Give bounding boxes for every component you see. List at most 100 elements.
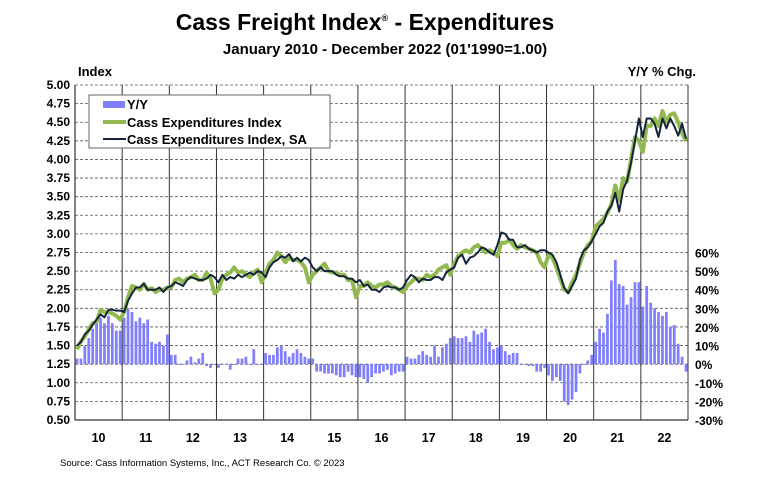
yy-bar xyxy=(625,304,629,365)
yy-bar xyxy=(535,364,539,372)
yy-bar xyxy=(452,336,456,365)
yy-bar xyxy=(327,364,330,374)
yy-bar xyxy=(150,341,154,365)
yy-bar xyxy=(389,364,393,376)
yy-bar xyxy=(441,347,444,365)
left-tick-label: 2.25 xyxy=(47,283,71,297)
x-tick-label: 15 xyxy=(327,431,341,445)
yy-bar xyxy=(287,356,291,365)
left-tick-label: 4.50 xyxy=(47,115,71,129)
yy-bar xyxy=(460,338,464,365)
yy-bar xyxy=(566,364,570,406)
left-tick-label: 2.75 xyxy=(47,246,71,260)
yy-bar xyxy=(397,364,401,372)
yy-bar xyxy=(177,364,181,365)
yy-bar xyxy=(303,356,307,365)
yy-bar xyxy=(405,356,409,365)
x-tick-label: 22 xyxy=(657,431,671,445)
yy-bar xyxy=(256,364,260,365)
yy-bar xyxy=(554,364,558,378)
source-note: Source: Cass Information Systems, Inc., … xyxy=(60,458,345,469)
yy-bar xyxy=(429,356,432,365)
yy-bar xyxy=(224,364,228,365)
right-tick-label: 0% xyxy=(695,358,713,372)
legend-label-sa: Cass Expenditures Index, SA xyxy=(127,132,308,147)
x-tick-label: 17 xyxy=(422,431,436,445)
yy-bar xyxy=(126,308,130,365)
right-tick-label: 50% xyxy=(695,265,719,279)
x-tick-label: 18 xyxy=(469,431,483,445)
yy-bar xyxy=(680,356,684,365)
yy-bar xyxy=(248,364,252,365)
yy-bar xyxy=(507,354,511,365)
left-tick-label: 4.25 xyxy=(47,134,71,148)
yy-bar xyxy=(527,364,531,367)
yy-bar xyxy=(79,358,83,365)
x-tick-label: 21 xyxy=(610,431,624,445)
yy-bar xyxy=(279,345,283,365)
yy-bar xyxy=(539,364,543,372)
yy-bar xyxy=(633,282,637,365)
yy-bar xyxy=(582,364,586,365)
yy-bar xyxy=(444,343,448,365)
yy-bar xyxy=(684,364,688,372)
yy-bar xyxy=(499,345,503,365)
yy-bar xyxy=(354,364,358,378)
yy-bar xyxy=(417,354,421,365)
yy-bar xyxy=(668,326,672,365)
yy-bar xyxy=(511,353,515,365)
left-tick-label: 3.75 xyxy=(47,171,71,185)
yy-bar xyxy=(107,315,110,365)
yy-bar xyxy=(283,351,287,365)
yy-bar xyxy=(315,364,319,372)
yy-bar xyxy=(362,364,366,380)
yy-bar xyxy=(291,353,295,365)
legend-label-nsa: Cass Expenditures Index xyxy=(127,115,282,130)
yy-bar xyxy=(653,308,656,365)
yy-bar xyxy=(110,323,114,365)
yy-bar xyxy=(75,358,79,365)
x-tick-label: 20 xyxy=(563,431,577,445)
yy-bar xyxy=(464,336,468,365)
yy-bar xyxy=(672,325,676,365)
yy-bar xyxy=(433,345,436,365)
yy-bar xyxy=(181,364,185,365)
yy-bar xyxy=(95,319,98,365)
yy-bar xyxy=(213,364,216,365)
yy-bar xyxy=(220,364,224,365)
yy-bar xyxy=(484,328,488,365)
yy-bar xyxy=(374,364,377,374)
yy-bar xyxy=(236,358,240,365)
yy-bar xyxy=(594,341,598,365)
yy-bar xyxy=(338,364,342,378)
grid xyxy=(74,84,689,420)
x-tick-label: 10 xyxy=(92,431,106,445)
yy-bar xyxy=(158,341,161,365)
left-tick-label: 4.00 xyxy=(47,152,71,166)
yy-bar xyxy=(134,321,138,365)
title-text: Cass Freight Index xyxy=(176,9,382,35)
yy-bar xyxy=(130,312,134,365)
right-tick-label: 40% xyxy=(695,284,719,298)
yy-bar xyxy=(586,360,590,365)
left-tick-label: 4.75 xyxy=(47,97,71,111)
yy-bar xyxy=(476,334,480,365)
right-tick-label: -20% xyxy=(695,395,723,409)
yy-bar xyxy=(165,334,169,365)
yy-bar xyxy=(425,354,429,365)
yy-bar xyxy=(641,306,645,365)
x-tick-label: 11 xyxy=(139,431,152,445)
yy-bar xyxy=(260,364,264,365)
yy-bar xyxy=(323,364,326,374)
yy-bar xyxy=(342,364,346,378)
yy-bar xyxy=(562,364,566,402)
yy-bar xyxy=(319,364,322,372)
yy-bars xyxy=(75,259,688,406)
yy-bar xyxy=(649,302,653,365)
yy-bar xyxy=(99,317,102,365)
yy-bar xyxy=(606,313,609,365)
yy-bar xyxy=(676,343,680,365)
yy-bar xyxy=(637,282,641,365)
registered-mark: ® xyxy=(381,13,388,23)
